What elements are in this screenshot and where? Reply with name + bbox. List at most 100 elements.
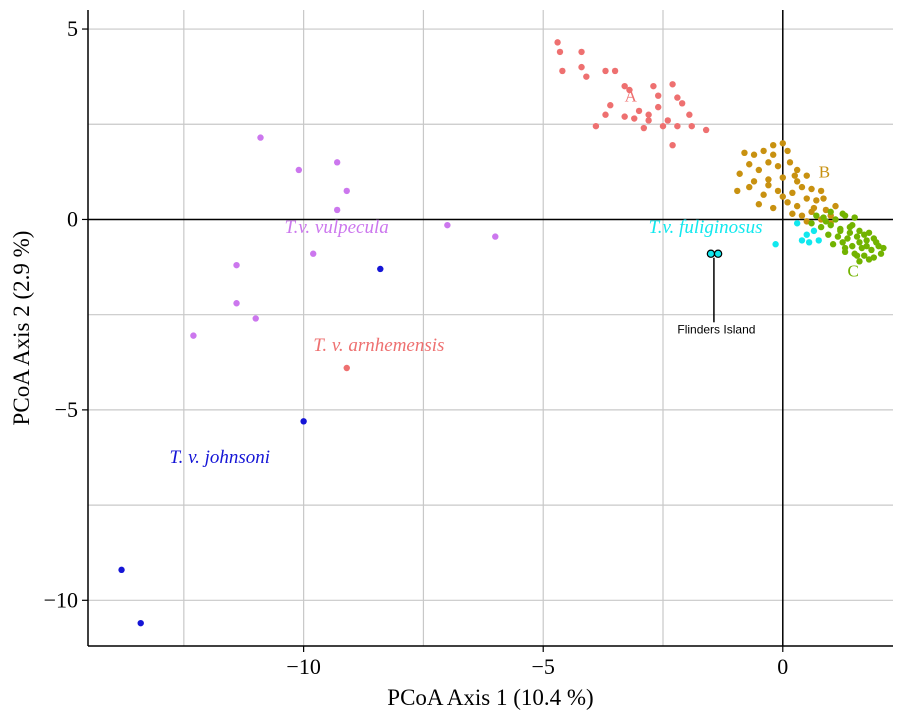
point-c [827, 221, 834, 229]
point-c [837, 227, 844, 235]
point-b [774, 162, 782, 170]
point-c [817, 223, 825, 231]
point-t-v-vulpecula [333, 206, 341, 214]
point-t-v-fuliginosus [810, 227, 818, 235]
point-a [631, 115, 638, 122]
point-a [655, 92, 662, 99]
point-b [765, 159, 772, 166]
point-b [760, 191, 767, 198]
point-b [746, 161, 753, 168]
point-b [784, 147, 791, 155]
point-b [755, 166, 763, 174]
point-b [736, 170, 743, 177]
point-a [640, 124, 648, 132]
point-c [841, 244, 849, 252]
axis-ticks: −10 −5 0 5 0 −5 −10 [44, 16, 789, 679]
point-c [863, 242, 870, 250]
point-a [556, 48, 564, 56]
point-a [669, 141, 676, 149]
point-c [861, 231, 868, 238]
data-points [118, 39, 887, 627]
point-t-v-johnsoni [137, 619, 144, 627]
label-t-v-fuliginosus: T.v. fuliginosus [649, 217, 763, 238]
x-tick-label: −5 [531, 654, 554, 679]
group-labels: T.v. vulpecula T. v. johnsoni T. v. arnhem… [169, 86, 858, 468]
point-b [750, 151, 758, 158]
point-c [832, 216, 839, 223]
y-tick-label: −10 [44, 587, 78, 612]
label-flinders-island: Flinders Island [677, 323, 755, 337]
point-b [770, 204, 777, 212]
point-a [635, 107, 643, 115]
point-t-v-vulpecula [233, 300, 240, 307]
point-c [829, 241, 837, 248]
point-c [865, 256, 873, 263]
point-b [822, 206, 830, 214]
label-c: C [847, 262, 858, 281]
label-t-v-arnhemensis: T. v. arnhemensis [313, 335, 444, 356]
point-c [856, 258, 863, 265]
point-b [820, 195, 827, 202]
point-b [786, 159, 794, 166]
point-c [858, 244, 866, 252]
point-t-v-vulpecula [343, 187, 350, 195]
point-t-v-fuliginosus [798, 237, 806, 244]
point-t-v-vulpecula [190, 332, 197, 339]
point-c [834, 233, 842, 240]
point-b [734, 187, 741, 195]
point-c [853, 252, 861, 259]
plot-frame [87, 10, 893, 647]
point-c [875, 242, 882, 250]
point-a [621, 113, 628, 120]
point-c [839, 210, 846, 217]
point-b [793, 202, 801, 210]
point-b [803, 172, 810, 179]
point-a [645, 117, 652, 124]
point-t-v-vulpecula [333, 159, 341, 166]
point-t-v-arnhemensis [343, 364, 350, 372]
point-t-v-vulpecula [257, 134, 264, 141]
point-a [659, 122, 667, 130]
point-c [863, 237, 870, 244]
point-c [827, 208, 834, 216]
point-b [817, 187, 825, 195]
point-c [808, 220, 815, 227]
point-b [774, 187, 782, 195]
point-b [746, 183, 753, 191]
point-c [844, 235, 851, 242]
point-c [865, 229, 873, 236]
point-b [789, 189, 796, 197]
point-flinders-island [706, 249, 716, 258]
point-a [559, 67, 566, 75]
label-t-v-johnsoni: T. v. johnsoni [169, 447, 270, 468]
point-a [602, 111, 609, 118]
point-b [779, 174, 786, 181]
point-t-v-johnsoni [300, 418, 307, 425]
point-b [760, 147, 767, 155]
label-b: B [819, 163, 830, 182]
point-b [741, 149, 748, 157]
y-tick-label: 0 [67, 206, 78, 231]
point-b [810, 204, 818, 212]
point-c [849, 242, 856, 250]
point-b [798, 212, 806, 219]
point-a [674, 94, 681, 101]
point-a [607, 102, 614, 109]
y-axis-title: PCoA Axis 2 (2.9 %) [9, 231, 34, 426]
point-b [765, 176, 772, 183]
point-a [645, 111, 652, 118]
point-c [856, 227, 863, 235]
point-t-v-fuliginosus [805, 239, 813, 246]
point-c [851, 214, 858, 221]
point-b [779, 193, 786, 200]
point-b [784, 199, 791, 206]
point-c [868, 246, 875, 254]
point-c [861, 252, 868, 259]
y-tick-label: −5 [55, 397, 78, 422]
point-t-v-vulpecula [295, 166, 303, 174]
point-a [702, 126, 710, 134]
point-b [789, 210, 796, 217]
point-t-v-fuliginosus [793, 220, 801, 227]
point-b [765, 181, 772, 189]
